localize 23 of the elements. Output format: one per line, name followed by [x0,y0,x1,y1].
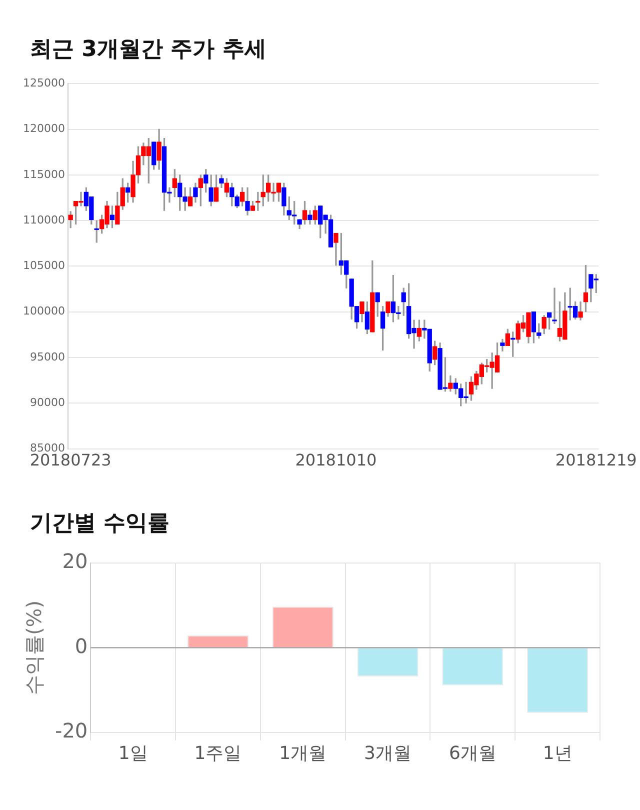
x-tick-label: 3개월 [364,742,412,764]
y-axis-title: 수익률(%) [22,600,46,696]
y-tick-label: 20 [62,549,88,574]
y-tick-label: 115000 [22,168,65,181]
candlestick [552,288,557,324]
x-tick-label: 20181010 [295,450,377,470]
x-tick-label: 20181219 [555,450,637,470]
y-tick-label: 120000 [22,122,65,136]
chart-title: 최근 3개월간 주가 추세 [29,36,268,64]
y-tick-label: -20 [54,718,88,743]
x-tick-label: 1일 [118,742,148,764]
x-tick-label: 1년 [542,742,572,764]
chart-title: 기간별 수익률 [29,510,171,538]
x-tick-label: 1주일 [194,742,242,764]
y-tick-label: 110000 [22,213,65,226]
x-tick-label: 1개월 [279,742,327,764]
y-tick-label: 100000 [22,304,65,318]
y-tick-label: 95000 [30,350,65,364]
y-tick-label: 0 [74,634,88,658]
y-tick-label: 90000 [30,396,65,410]
y-tick-label: 125000 [22,76,65,90]
x-tick-label: 6개월 [448,742,496,764]
y-tick-label: 105000 [22,259,65,272]
